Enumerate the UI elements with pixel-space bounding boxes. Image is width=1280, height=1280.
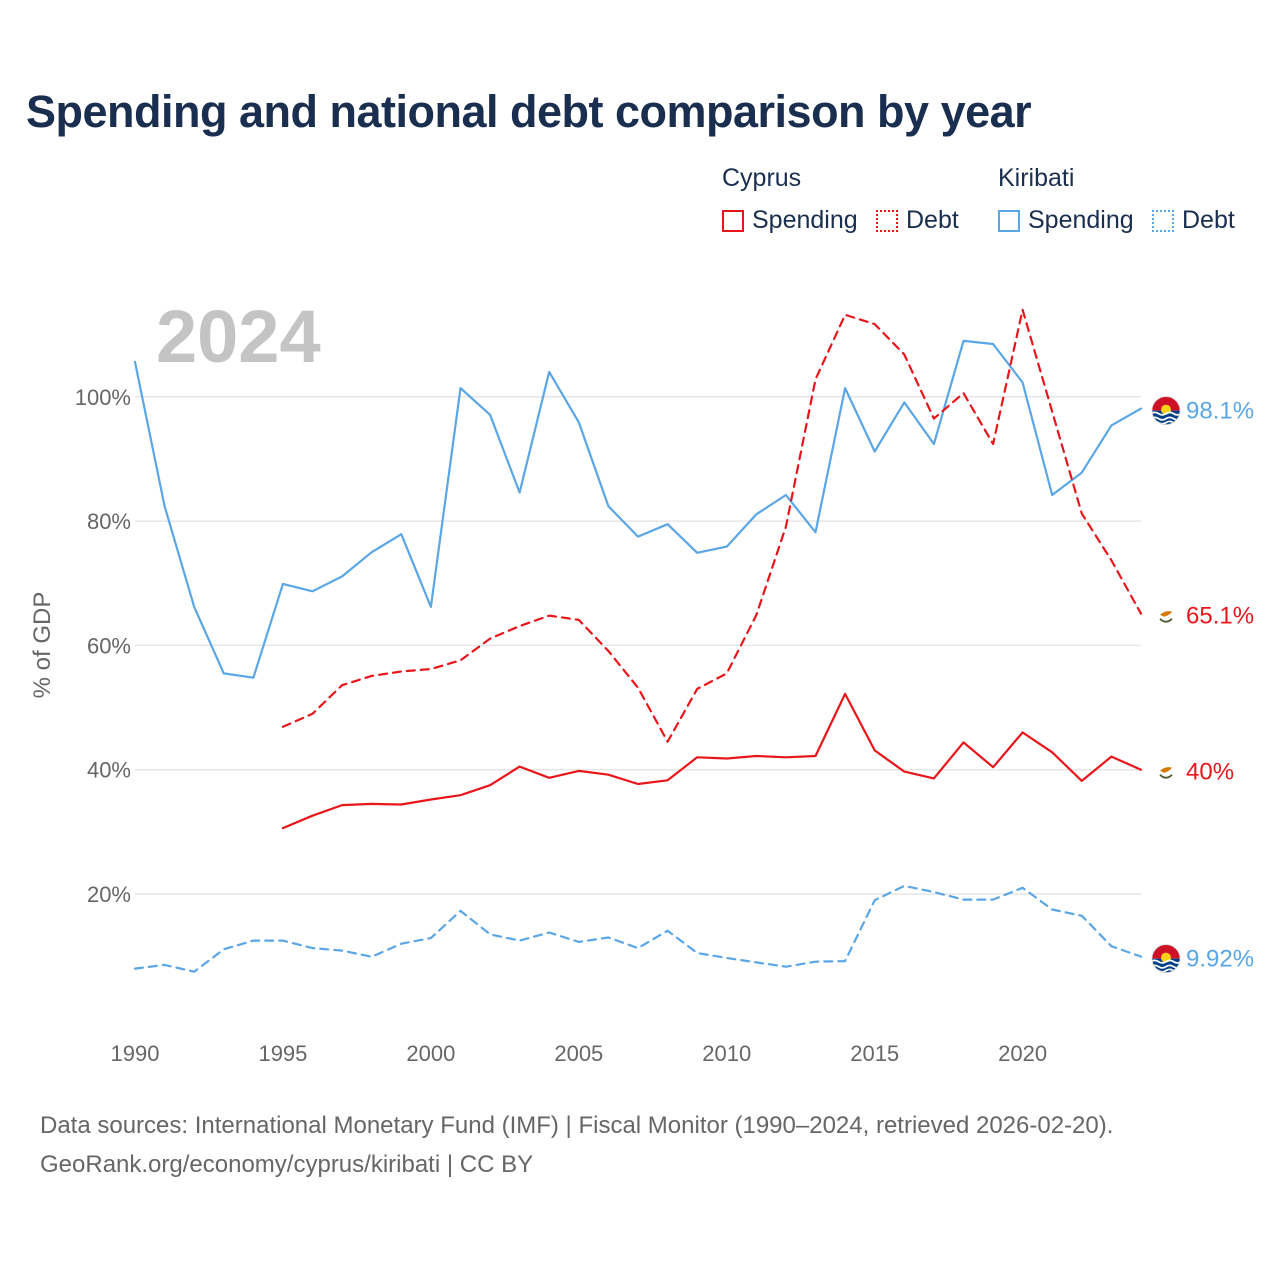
y-tick-label: 20% (87, 882, 131, 907)
legend-item-cyprus-spending[interactable]: Spending (722, 206, 858, 235)
y-tick-label: 80% (87, 509, 131, 534)
x-tick-label: 1990 (111, 1041, 160, 1066)
legend-country-cyprus: Cyprus (722, 164, 802, 192)
x-tick-label: 2020 (998, 1041, 1047, 1066)
x-tick-label: 2005 (554, 1041, 603, 1066)
x-tick-label: 1995 (258, 1041, 307, 1066)
cyprus-flag-icon (1157, 606, 1175, 625)
end-value-label: 98.1% (1186, 398, 1254, 425)
y-axis-label: % of GDP (29, 592, 56, 699)
series-layer (133, 308, 1143, 973)
series-line-kiribati-spending[interactable] (133, 339, 1143, 679)
legend-country-kiribati: Kiribati (998, 164, 1075, 192)
y-tick-label: 100% (75, 385, 131, 410)
x-tick-label: 2010 (702, 1041, 751, 1066)
end-label-layer: 98.1% 9.92% 40% 65.1% (1151, 396, 1254, 974)
legend-swatch-dotted-icon (1152, 209, 1174, 232)
legend-label: Spending (1028, 206, 1134, 234)
series-line-cyprus-debt[interactable] (281, 308, 1143, 743)
series-line-cyprus-spending[interactable] (281, 692, 1143, 830)
kiribati-flag-icon (1151, 944, 1181, 974)
legend-item-kiribati-debt[interactable]: Debt (1152, 206, 1235, 235)
footer-sources: Data sources: International Monetary Fun… (40, 1112, 1114, 1139)
x-tick-label: 2015 (850, 1041, 899, 1066)
footer: Data sources: International Monetary Fun… (40, 1106, 1113, 1184)
chart-title: Spending and national debt comparison by… (26, 86, 1032, 137)
end-value-label: 65.1% (1186, 603, 1254, 630)
legend-swatch-dotted-icon (876, 209, 898, 232)
legend-swatch-solid-icon (998, 209, 1020, 232)
legend-label: Debt (906, 206, 959, 234)
series-line-kiribati-debt[interactable] (133, 884, 1143, 973)
legend-label: Debt (1182, 206, 1235, 234)
year-overlay: 2024 (156, 295, 321, 378)
legend-label: Spending (752, 206, 858, 234)
legend-swatch-solid-icon (722, 209, 744, 232)
end-value-label: 9.92% (1186, 946, 1254, 973)
y-tick-label: 40% (87, 758, 131, 783)
legend-item-cyprus-debt[interactable]: Debt (876, 206, 959, 235)
legend-item-kiribati-spending[interactable]: Spending (998, 206, 1134, 235)
cyprus-flag-icon (1157, 762, 1175, 781)
grid-layer (135, 396, 1141, 895)
kiribati-flag-icon (1151, 396, 1181, 426)
axis-layer: 20% 40% 60% 80% 100% 1990 1995 2000 2005 2010 2015… (75, 385, 1047, 1066)
end-value-label: 40% (1186, 759, 1234, 786)
x-tick-label: 2000 (406, 1041, 455, 1066)
footer-link[interactable]: GeoRank.org/economy/cyprus/kiribati | CC… (40, 1151, 534, 1178)
y-tick-label: 60% (87, 633, 131, 658)
